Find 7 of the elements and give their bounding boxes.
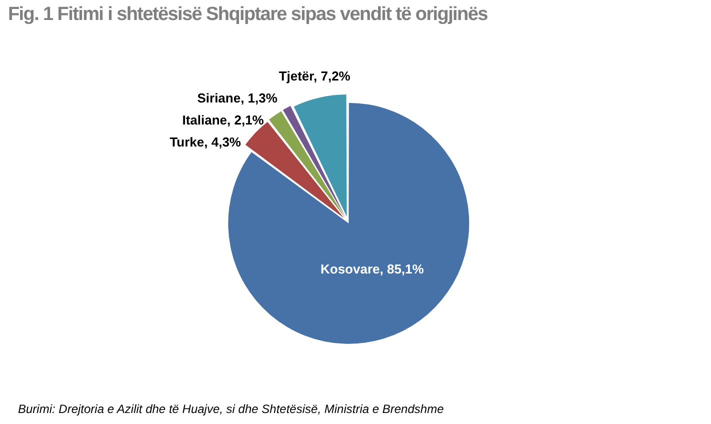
slice-label: Turke, 4,3% (170, 134, 242, 150)
slice-label: Siriane, 1,3% (197, 90, 278, 106)
slice-label: Italiane, 2,1% (182, 112, 264, 128)
text: Burimi: Drejtoria e Azilit dhe të Huajve, si dhe Shtetësisë, Ministria e Brendshme (18, 402, 444, 416)
slice-label: Kosovare, 85,1% (320, 261, 424, 276)
chart-title: Fig. 1 Fitimi i shtetësisë Shqiptare sipas vendit të origjinës (8, 4, 488, 26)
slice-label: Tjetër, 7,2% (278, 68, 351, 84)
